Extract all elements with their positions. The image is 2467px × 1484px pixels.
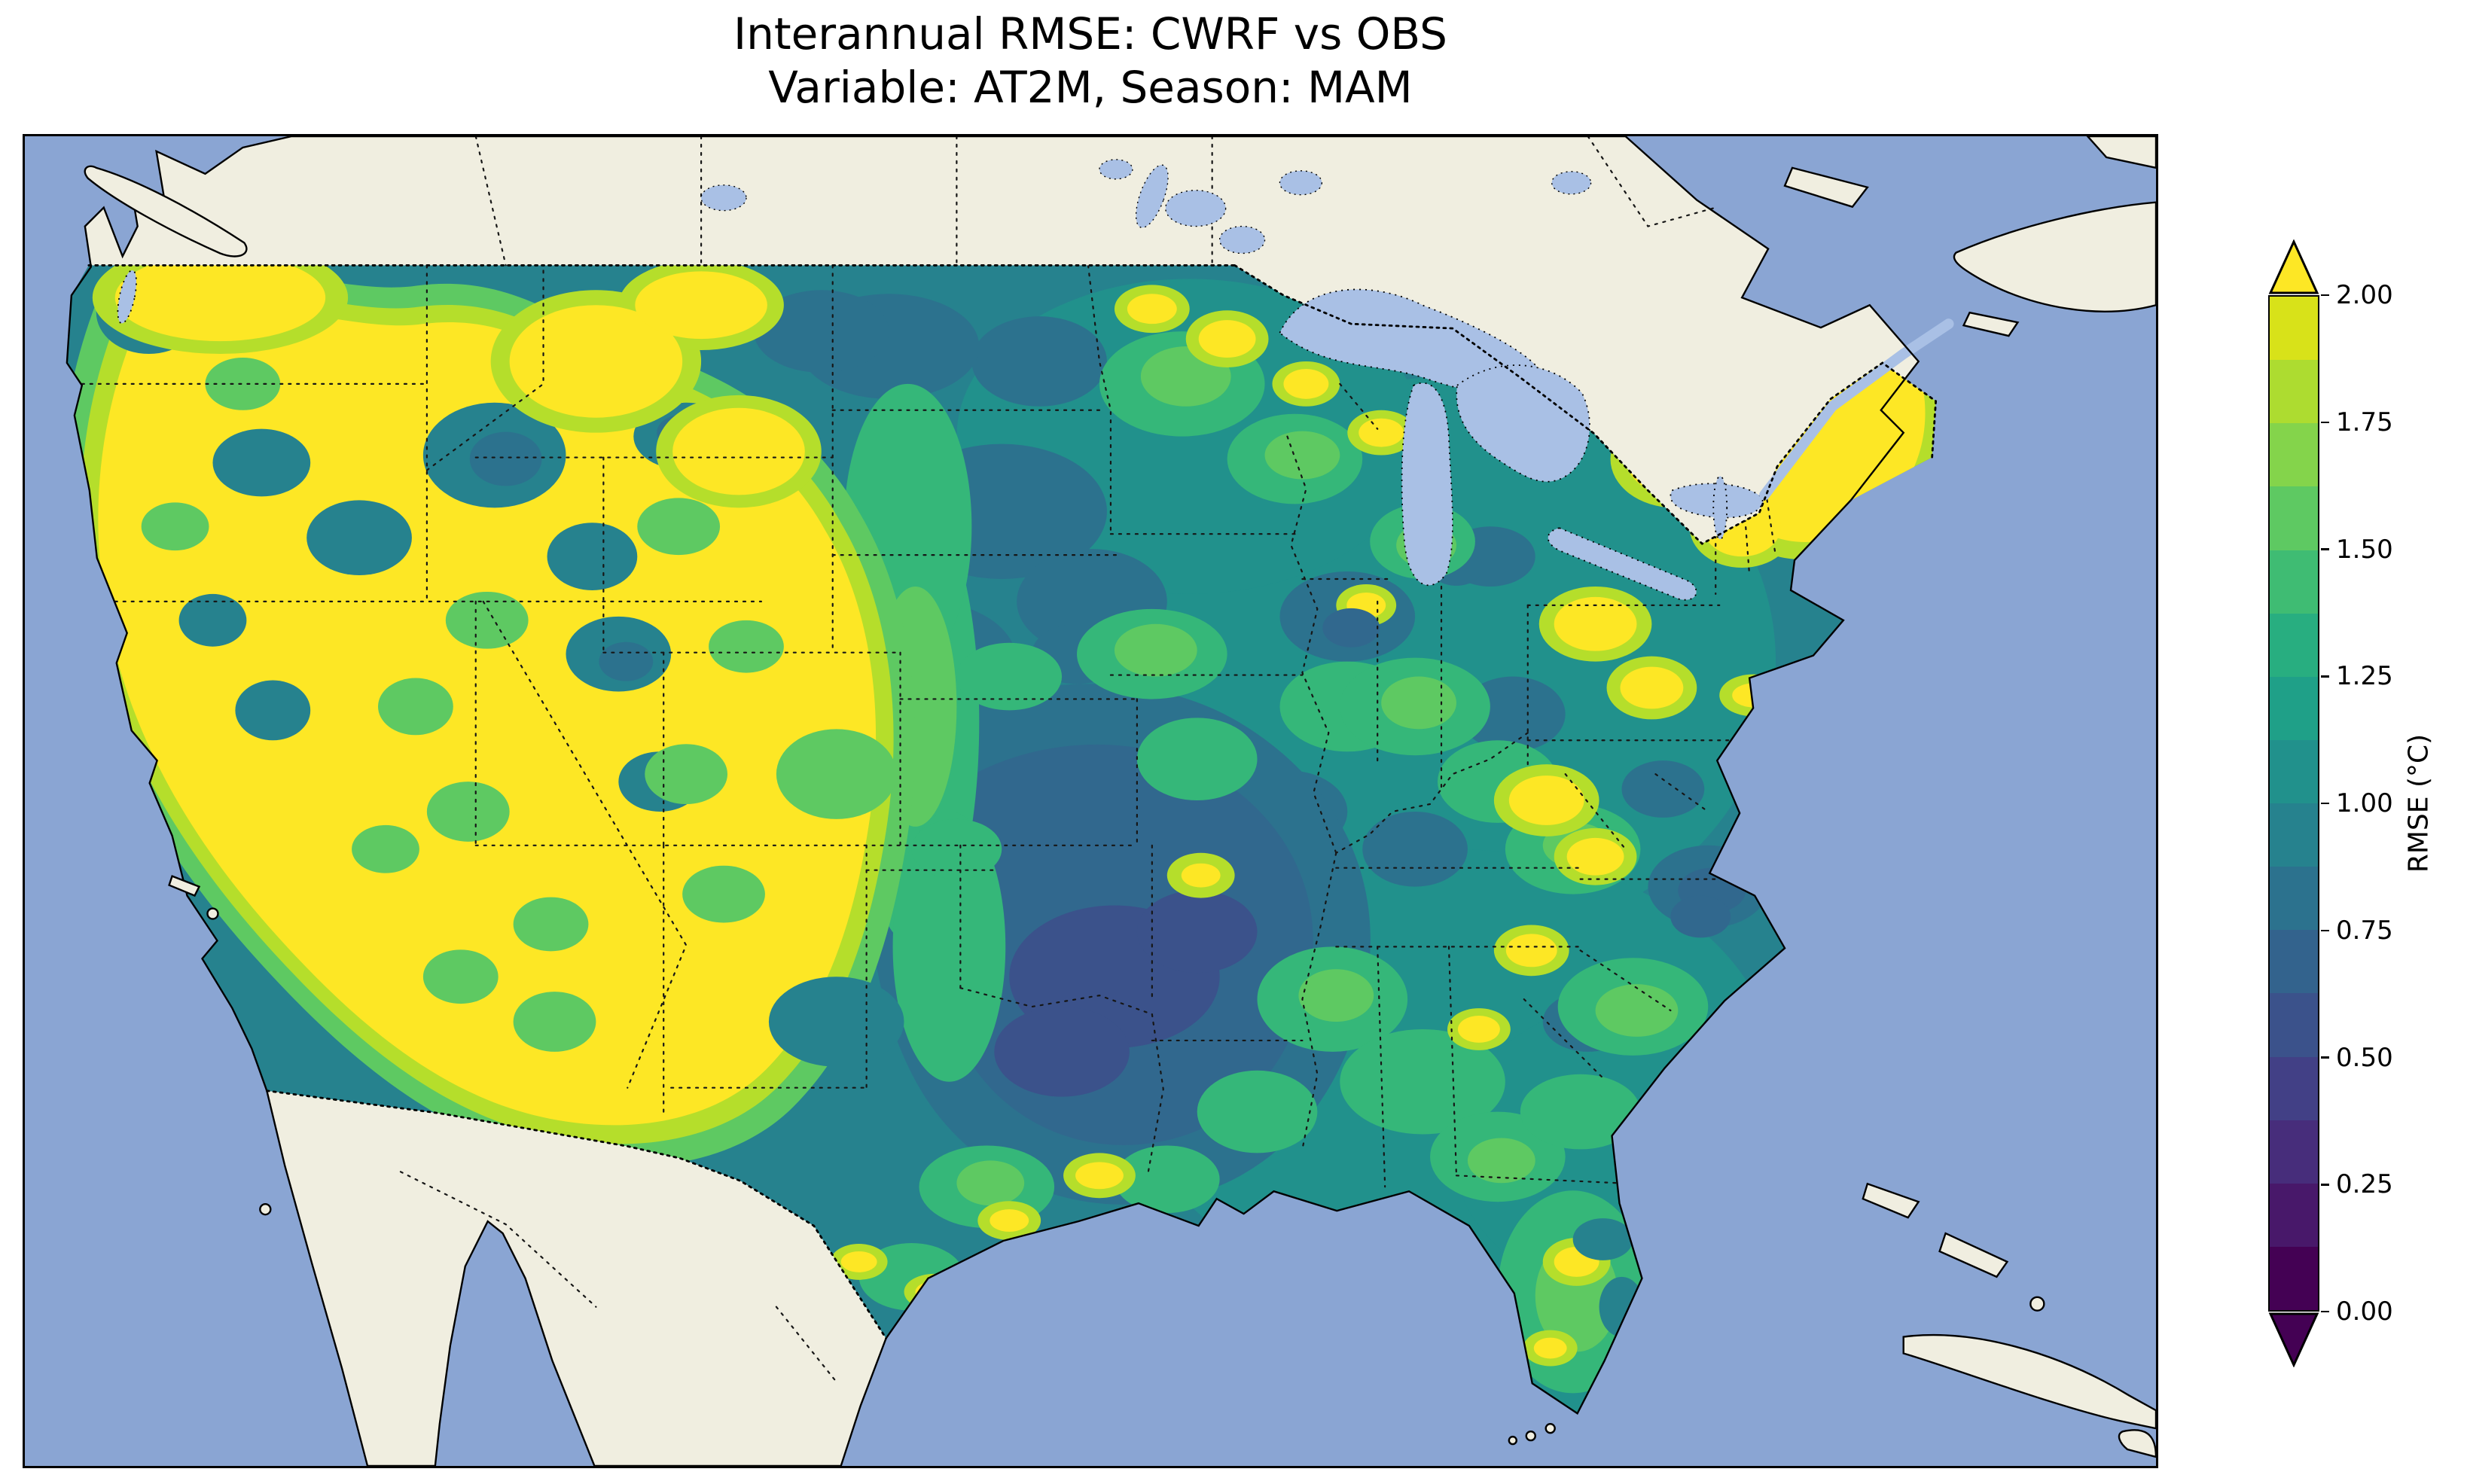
newfoundland-corner — [2086, 136, 2156, 169]
channel-island-dot — [206, 907, 219, 920]
colorbar-tick-label: 0.00 — [2336, 1297, 2393, 1327]
colorbar-band — [2270, 867, 2318, 931]
florida-keys-3 — [1508, 1435, 1517, 1446]
lake-champlain — [1712, 475, 1728, 541]
prince-edward-island — [1962, 311, 2020, 337]
baja-island-dot — [259, 1202, 272, 1216]
colorbar-band — [2270, 613, 2318, 677]
colorbar-tick-label: 1.00 — [2336, 788, 2393, 818]
colorbar-tick — [2321, 1056, 2329, 1059]
colorbar-band — [2270, 739, 2318, 803]
anticosti-island — [1783, 166, 1869, 209]
st-lawrence-river — [1759, 318, 1954, 501]
colorbar-band — [2270, 1246, 2318, 1310]
florida-teal-spots — [1572, 1218, 1645, 1337]
colorbar-band — [2270, 360, 2318, 424]
islands — [84, 136, 2156, 1458]
vancouver-island — [84, 165, 248, 257]
nova-scotia — [1953, 201, 2156, 312]
map-axes — [23, 134, 2158, 1468]
west-green-holes — [141, 358, 897, 1052]
lake-erie — [1547, 527, 1697, 601]
state-borders — [72, 265, 1788, 1188]
plains-low-rmse-core — [994, 890, 1258, 1097]
colorbar-tick — [2321, 294, 2329, 297]
colorbar-tick-label: 1.75 — [2336, 407, 2393, 437]
canada-mexico-borders — [399, 136, 1717, 1383]
map-canvas — [25, 136, 2156, 1466]
colorbar-band — [2270, 676, 2318, 740]
colorbar-tick — [2321, 929, 2329, 931]
colorbar-band — [2270, 423, 2318, 487]
colorbar-tick — [2321, 421, 2329, 423]
colorbar-tick-label: 2.00 — [2336, 280, 2393, 310]
colorbar-tick-label: 1.50 — [2336, 534, 2393, 565]
colorbar-band — [2270, 930, 2318, 994]
colorbar-tick-label: 0.25 — [2336, 1169, 2393, 1200]
colorbar-tick — [2321, 1310, 2329, 1313]
lake-michigan — [1401, 382, 1453, 587]
colorbar-band — [2270, 1056, 2318, 1120]
colorbar-extend-max-arrow — [2268, 239, 2319, 294]
colorbar-tick-label: 0.50 — [2336, 1042, 2393, 1073]
colorbar-band — [2270, 993, 2318, 1057]
colorbar-band — [2270, 486, 2318, 550]
colorbar-tick — [2321, 1184, 2329, 1186]
us-mexico-border — [265, 1089, 887, 1339]
bahamas-1 — [1862, 1182, 1920, 1219]
colorbar: 2.00 1.75 1.50 1.25 1.00 0.75 0.50 0.25 0.00 RMS… — [2268, 239, 2467, 1414]
colorbar-tick-label: 1.25 — [2336, 661, 2393, 692]
hispaniola-corner — [2118, 1429, 2156, 1458]
great-lakes — [117, 270, 1764, 601]
colorbar-tick — [2321, 802, 2329, 805]
colorbar-gradient — [2268, 295, 2319, 1312]
canadian-lakes — [700, 159, 1592, 254]
bahamas-2 — [1938, 1232, 2009, 1278]
coastline — [66, 136, 1920, 1466]
florida-keys-1 — [1545, 1422, 1556, 1434]
colorbar-band — [2270, 550, 2318, 614]
channel-islands — [168, 875, 201, 897]
florida-keys-2 — [1525, 1430, 1536, 1442]
puget-sound — [117, 270, 137, 325]
colorbar-label: RMSE (°C) — [2403, 733, 2435, 873]
colorbar-band — [2270, 1120, 2318, 1184]
colorbar-band — [2270, 1183, 2318, 1247]
national-borders — [87, 264, 1938, 1339]
colorbar-band — [2270, 803, 2318, 867]
us-canada-border-east — [1234, 264, 1938, 545]
colorbar-tick-label: 0.75 — [2336, 915, 2393, 946]
chart-title: Interannual RMSE: CWRF vs OBS Variable: … — [23, 8, 2158, 114]
colorbar-extend-min-arrow — [2268, 1312, 2319, 1367]
chart-title-line2: Variable: AT2M, Season: MAM — [768, 61, 1413, 113]
colorbar-tick — [2321, 548, 2329, 550]
cuba — [1902, 1333, 2156, 1430]
lake-huron — [1456, 364, 1590, 483]
lake-superior — [1279, 288, 1545, 395]
chart-title-line1: Interannual RMSE: CWRF vs OBS — [733, 8, 1447, 59]
colorbar-band — [2270, 297, 2318, 361]
bahamas-3 — [2029, 1296, 2045, 1312]
colorbar-tick — [2321, 675, 2329, 678]
